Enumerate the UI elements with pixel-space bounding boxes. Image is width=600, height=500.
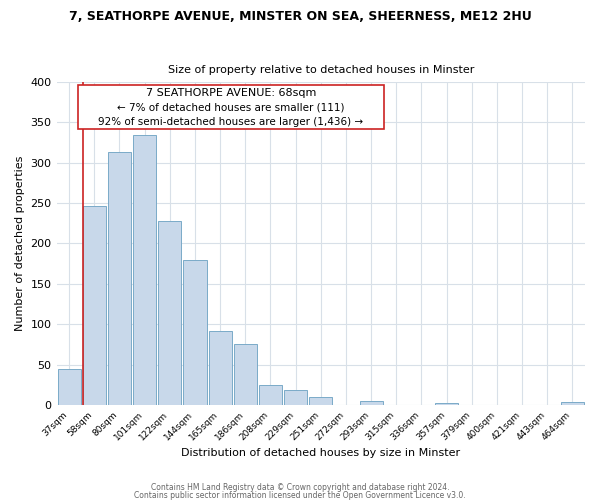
- Text: 92% of semi-detached houses are larger (1,436) →: 92% of semi-detached houses are larger (…: [98, 116, 364, 126]
- Bar: [259, 385, 282, 405]
- FancyBboxPatch shape: [77, 85, 384, 128]
- Text: 7, SEATHORPE AVENUE, MINSTER ON SEA, SHEERNESS, ME12 2HU: 7, SEATHORPE AVENUE, MINSTER ON SEA, SHE…: [68, 10, 532, 23]
- Bar: [561, 402, 584, 405]
- Text: 7 SEATHORPE AVENUE: 68sqm: 7 SEATHORPE AVENUE: 68sqm: [146, 88, 316, 99]
- Bar: [158, 221, 181, 405]
- Bar: [309, 397, 332, 405]
- Bar: [58, 370, 80, 405]
- Text: ← 7% of detached houses are smaller (111): ← 7% of detached houses are smaller (111…: [117, 103, 344, 113]
- Bar: [234, 344, 257, 405]
- Bar: [133, 135, 156, 405]
- Bar: [108, 152, 131, 405]
- Y-axis label: Number of detached properties: Number of detached properties: [15, 156, 25, 331]
- Title: Size of property relative to detached houses in Minster: Size of property relative to detached ho…: [167, 66, 474, 76]
- Text: Contains public sector information licensed under the Open Government Licence v3: Contains public sector information licen…: [134, 490, 466, 500]
- Text: Contains HM Land Registry data © Crown copyright and database right 2024.: Contains HM Land Registry data © Crown c…: [151, 484, 449, 492]
- Bar: [209, 332, 232, 405]
- Bar: [435, 404, 458, 405]
- X-axis label: Distribution of detached houses by size in Minster: Distribution of detached houses by size …: [181, 448, 460, 458]
- Bar: [284, 390, 307, 405]
- Bar: [83, 206, 106, 405]
- Bar: [359, 401, 383, 405]
- Bar: [184, 260, 206, 405]
